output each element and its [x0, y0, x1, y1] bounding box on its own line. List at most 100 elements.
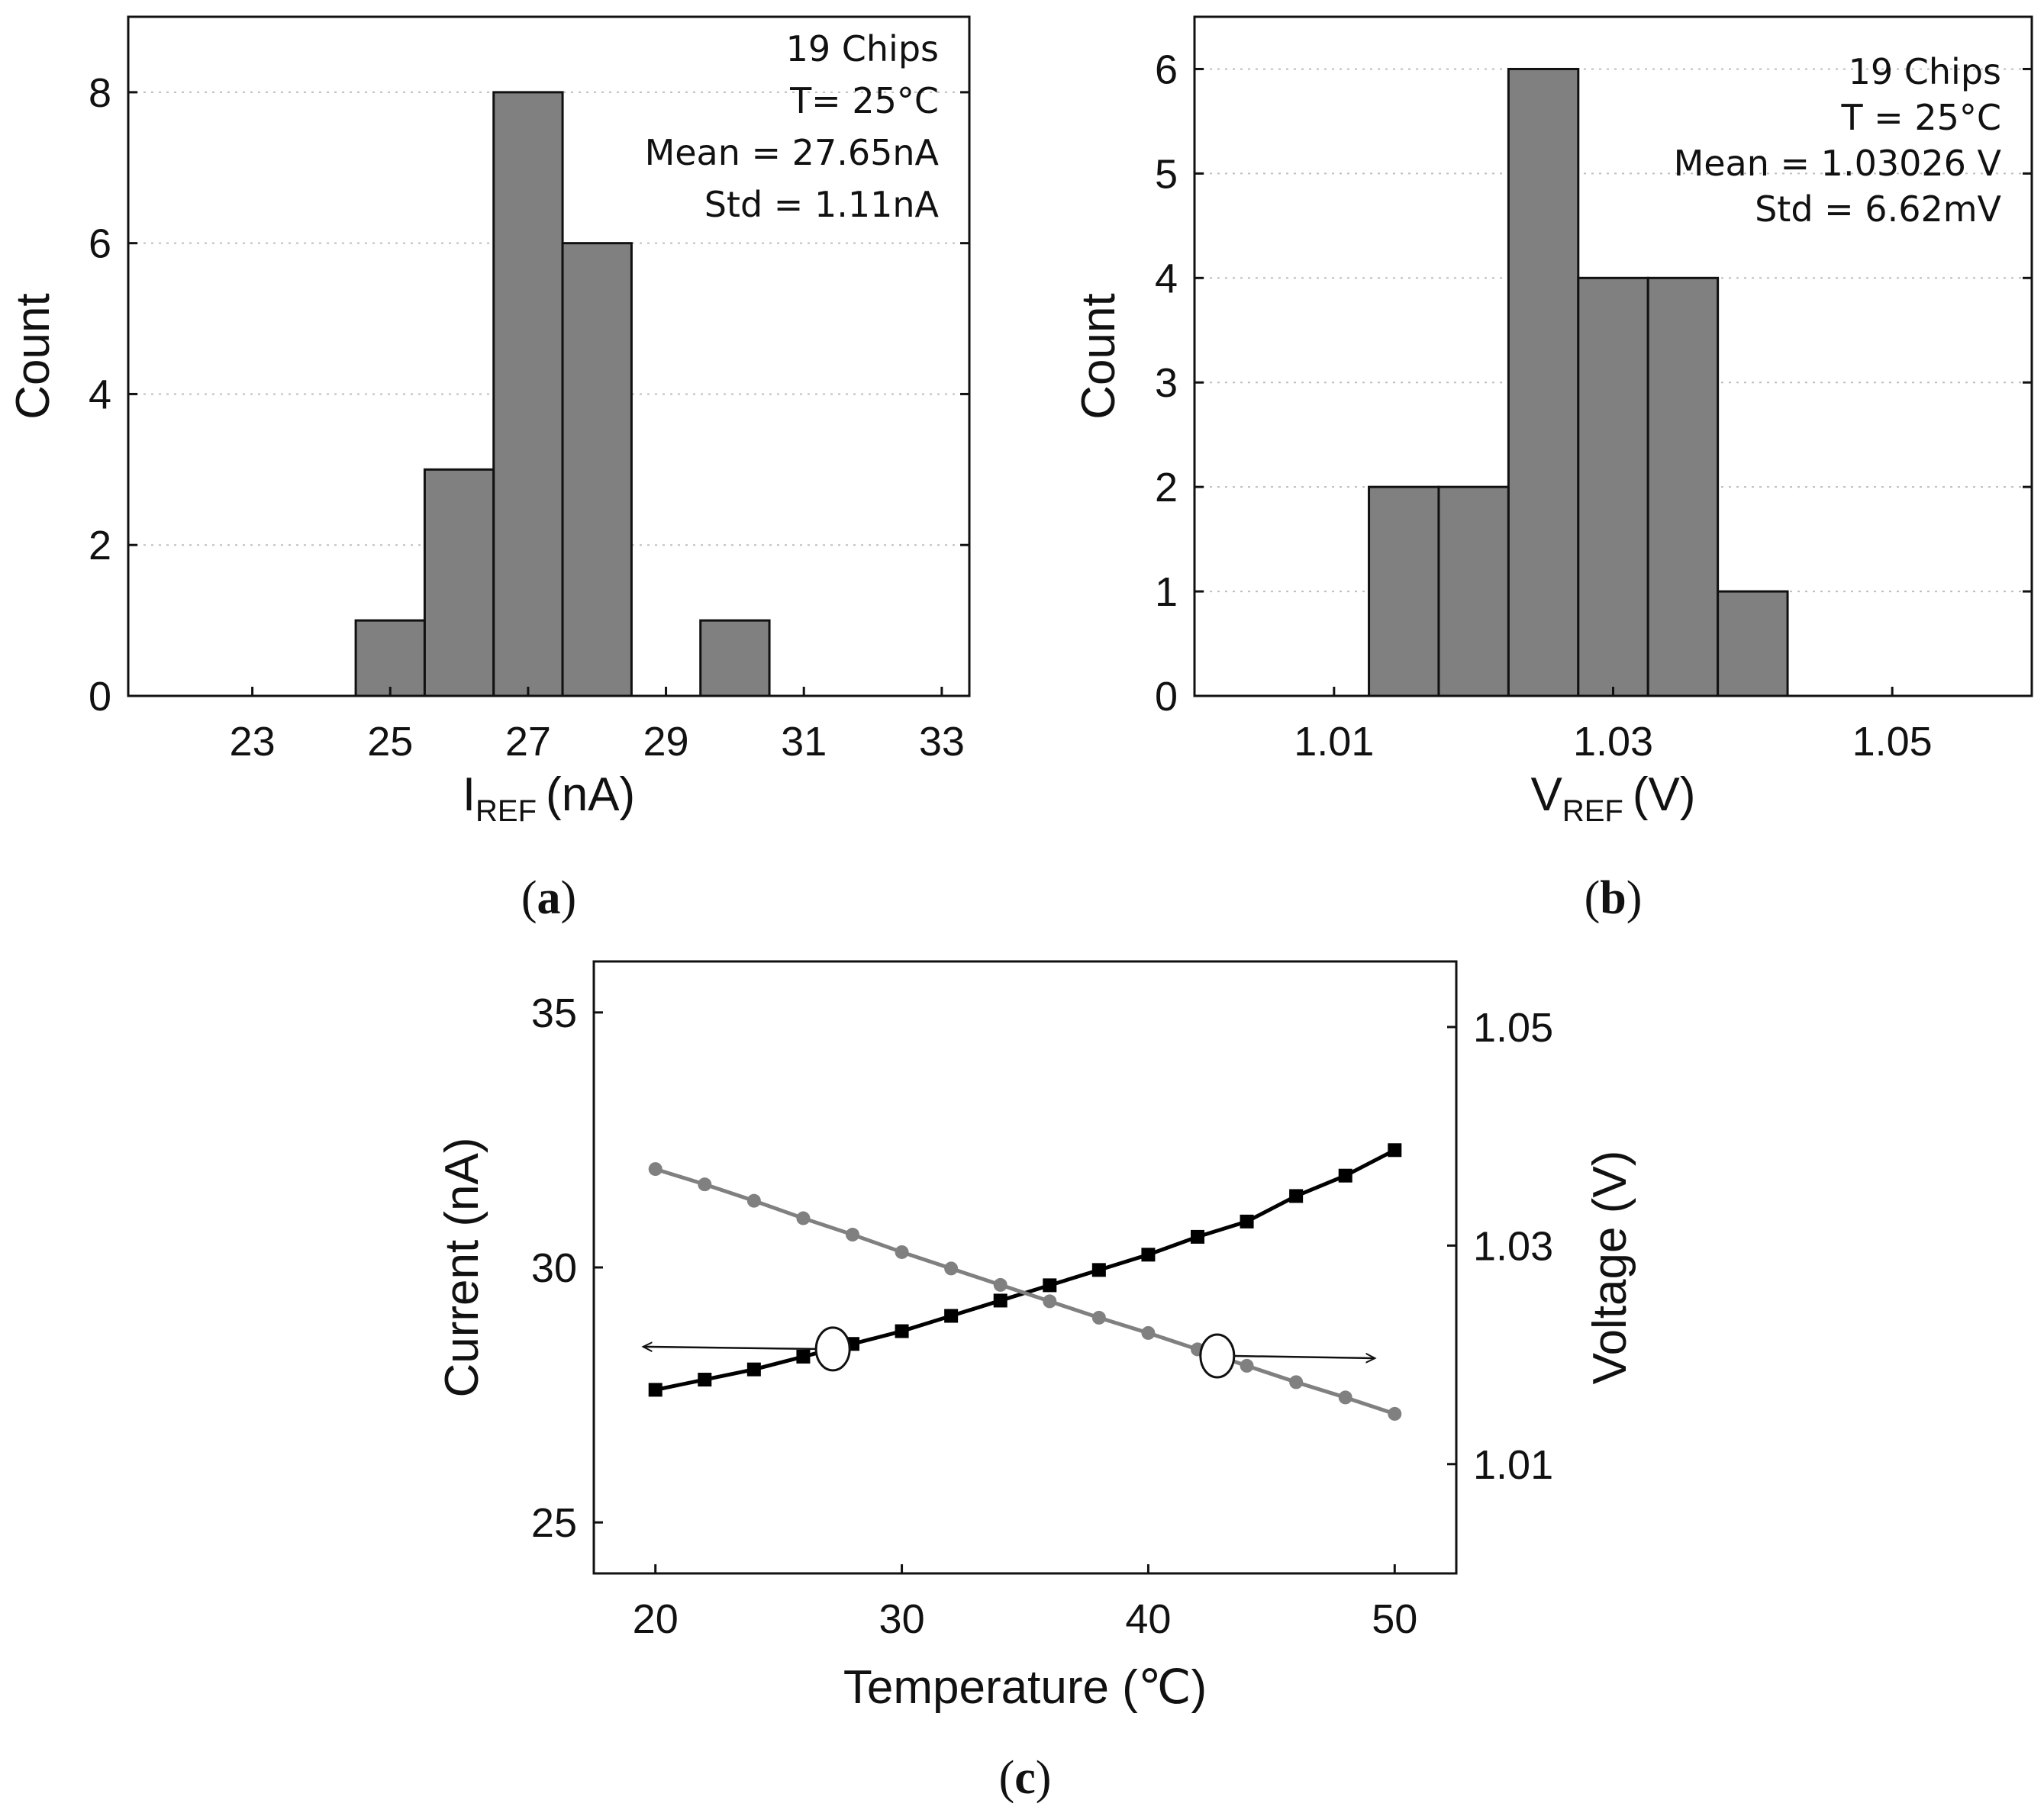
data-point-voltage: [1091, 1310, 1106, 1325]
data-point-voltage: [944, 1261, 959, 1276]
y-right-tick-label: 1.01: [1473, 1442, 1553, 1488]
y-tick-label: 3: [1155, 360, 1178, 406]
axis-indicator-arrow: [643, 1347, 817, 1349]
y-tick-label: 2: [89, 523, 111, 568]
x-tick-label: 25: [367, 719, 413, 765]
data-point-current: [1289, 1189, 1304, 1203]
x-axis-label: IREF (nA): [463, 768, 635, 828]
plot-frame-c: [592, 960, 1458, 1575]
data-point-voltage: [648, 1162, 663, 1177]
data-point-current: [1388, 1143, 1402, 1158]
histogram-bar: [1437, 485, 1510, 697]
x-tick-label: 27: [505, 719, 551, 765]
x-tick-label: 31: [781, 719, 827, 765]
data-point-current: [895, 1324, 909, 1338]
y-tick-label: 5: [1155, 151, 1178, 197]
data-point-voltage: [796, 1211, 811, 1225]
x-axis-label: VREF (V): [1530, 768, 1695, 828]
histogram-bar: [561, 242, 633, 697]
data-point-current: [796, 1349, 811, 1364]
annotation-std: Std = 1.11nA: [704, 184, 940, 225]
y-tick-label: 8: [89, 70, 111, 116]
histogram-vref: 1.01 1.03 1.05 0 1 2 3 4 5 6 19 Chips T = 25°C Me…: [1072, 15, 2033, 924]
x-tick-label: 33: [919, 719, 965, 765]
data-point-voltage: [846, 1228, 859, 1242]
annotation-temperature: T = 25°C: [1840, 97, 2001, 138]
y-left-tick-label: 35: [531, 990, 577, 1036]
y-tick-label: 2: [1155, 465, 1178, 510]
axis-indicator-arrow: [1233, 1356, 1375, 1358]
data-point-current: [648, 1383, 663, 1397]
data-point-current: [944, 1309, 959, 1323]
histogram-bar: [1646, 276, 1720, 697]
y-axis-left-label: Current (nA): [436, 1137, 488, 1397]
data-point-current: [746, 1362, 761, 1377]
x-tick-label: 20: [633, 1596, 679, 1642]
data-point-current: [1240, 1214, 1254, 1229]
y-tick-label: 4: [89, 372, 111, 417]
y-right-tick-label: 1.03: [1473, 1223, 1553, 1269]
data-point-voltage: [1141, 1325, 1156, 1340]
data-point-current: [1091, 1263, 1106, 1277]
x-tick-label: 23: [230, 719, 276, 765]
panel-label-a: (a): [521, 872, 576, 924]
y-tick-label: 4: [1155, 256, 1178, 301]
panel-label-c: (c): [999, 1752, 1052, 1804]
y-axis-label: Count: [7, 293, 60, 419]
annotation-std: Std = 6.62mV: [1755, 188, 2001, 230]
histogram-bar: [423, 468, 495, 697]
series-line-current: [655, 1148, 1396, 1392]
y-tick-label: 0: [89, 674, 111, 720]
histogram-bar: [1368, 485, 1440, 697]
x-axis-label: Temperature (℃): [843, 1661, 1207, 1714]
y-tick-label: 6: [89, 221, 111, 267]
y-axis-right-label: Voltage (V): [1584, 1151, 1636, 1385]
y-axis-label: Count: [1072, 293, 1125, 419]
data-point-current: [1043, 1278, 1057, 1293]
annotation-chips: 19 Chips: [786, 28, 939, 69]
series-line-voltage: [654, 1167, 1396, 1416]
y-tick-label: 0: [1155, 674, 1178, 720]
data-point-current: [1141, 1248, 1156, 1262]
y-tick-label: 6: [1155, 47, 1178, 92]
data-point-voltage: [1289, 1375, 1304, 1390]
annotation-mean: Mean = 27.65nA: [645, 132, 940, 173]
data-point-voltage: [1043, 1294, 1057, 1309]
data-point-voltage: [698, 1177, 712, 1192]
data-point-voltage: [993, 1277, 1007, 1292]
x-tick-label: 1.05: [1852, 719, 1933, 765]
x-tick-label: 40: [1125, 1596, 1171, 1642]
x-tick-label: 30: [879, 1596, 925, 1642]
x-tick-label: 50: [1372, 1596, 1417, 1642]
histogram-bar: [354, 619, 426, 697]
series-indicator-ellipse: [1199, 1333, 1236, 1379]
data-point-voltage: [1388, 1406, 1402, 1421]
panel-label-b: (b): [1585, 872, 1643, 924]
annotation-chips: 19 Chips: [1849, 51, 2001, 92]
data-point-current: [993, 1293, 1007, 1308]
histogram-iref: 23 25 27 29 31 33 0 2 4 6 8 19 Chips T= 25°C Mean …: [7, 15, 971, 924]
histogram-bar: [1717, 590, 1789, 697]
data-point-voltage: [895, 1245, 909, 1259]
y-right-tick-label: 1.05: [1473, 1005, 1553, 1051]
data-point-current: [698, 1373, 712, 1387]
data-point-current: [1191, 1229, 1204, 1244]
data-point-voltage: [746, 1193, 761, 1208]
data-point-current: [1338, 1168, 1352, 1183]
x-tick-label: 29: [643, 719, 689, 765]
annotation-mean: Mean = 1.03026 V: [1674, 143, 2002, 184]
series-indicator-ellipse: [814, 1326, 851, 1372]
y-left-tick-label: 30: [531, 1245, 577, 1291]
data-point-voltage: [1240, 1358, 1254, 1373]
annotation-temperature: T= 25°C: [789, 80, 939, 121]
x-tick-label: 1.01: [1294, 719, 1374, 765]
data-point-voltage: [1338, 1390, 1352, 1405]
histogram-bar: [492, 91, 564, 697]
histogram-bar: [699, 619, 771, 697]
plot-frame-a: [127, 15, 971, 697]
y-left-tick-label: 25: [531, 1500, 577, 1546]
histogram-bar: [1507, 67, 1580, 697]
y-tick-label: 1: [1155, 569, 1178, 615]
